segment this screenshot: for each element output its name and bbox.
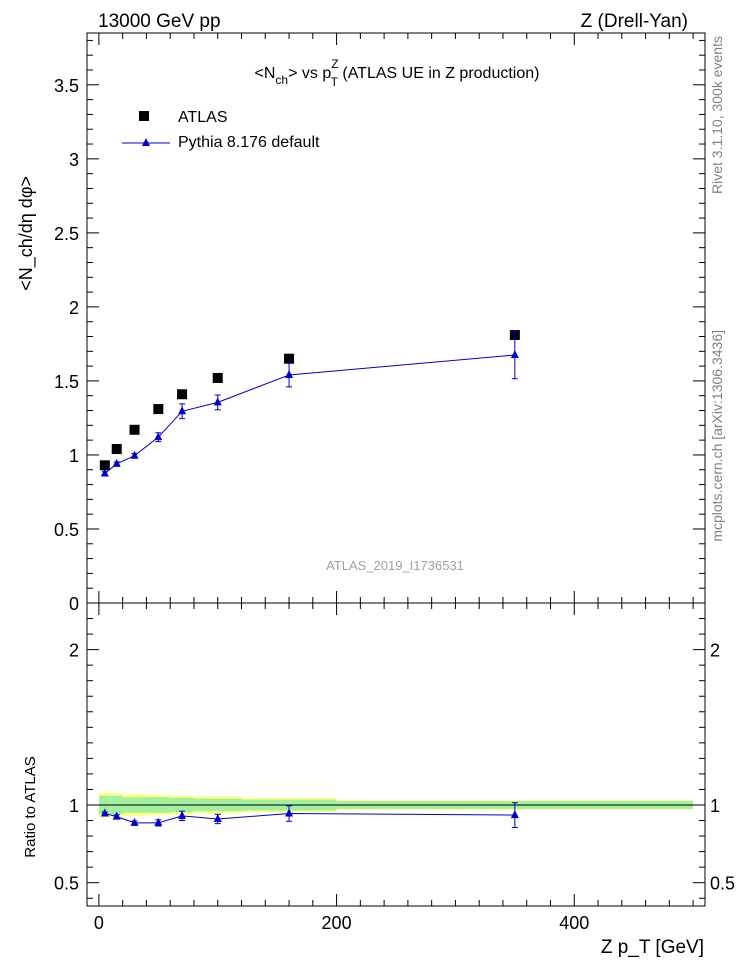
axis-ticks: 0 200 400 0 0.5 1 1.5 2 2.5 3 3.5 0.5 0.5 1 1 2 2	[54, 33, 735, 933]
y-tick-label: 3	[69, 150, 79, 170]
pythia-point	[130, 450, 139, 459]
atlas-point	[111, 444, 122, 455]
ratio-point	[112, 811, 121, 820]
analysis-watermark: ATLAS_2019_I1736531	[326, 558, 464, 573]
ratio-point	[213, 813, 222, 822]
rivet-label: Rivet 3.1.10, 300k events	[709, 36, 725, 194]
y-tick-label: 0.5	[54, 520, 79, 540]
mcplots-label: mcplots.cern.ch [arXiv:1306.3436]	[709, 330, 725, 542]
ylabel-main: <N_ch/dη dφ>	[16, 176, 37, 291]
ratio-tick-label-right: 0.5	[710, 874, 735, 894]
pythia-point	[178, 406, 187, 415]
y-tick-label: 0	[69, 594, 79, 614]
plot-title-mid: > vs p	[288, 65, 331, 82]
x-tick-label: 200	[322, 913, 352, 933]
pythia-point	[285, 370, 294, 378]
y-tick-label: 1.5	[54, 372, 79, 392]
y-tick-label: 2	[69, 298, 79, 318]
ratio-point	[510, 810, 519, 819]
ratio-point	[178, 810, 187, 819]
ratio-point	[130, 817, 139, 826]
x-tick-label: 0	[94, 913, 104, 933]
legend-atlas-label: ATLAS	[178, 109, 228, 126]
atlas-point	[153, 404, 164, 415]
frames	[86, 32, 706, 907]
ratio-tick-label: 1	[69, 796, 79, 816]
ratio-point	[285, 808, 294, 817]
ratio-tick-label: 0.5	[54, 874, 79, 894]
series-layer	[99, 330, 520, 829]
atlas-point	[129, 424, 140, 435]
ratio-point	[154, 817, 163, 826]
pythia-point	[100, 468, 109, 477]
pythia-line	[104, 354, 515, 474]
atlas-point	[212, 372, 223, 383]
ratio-point	[100, 808, 109, 817]
y-tick-label: 3.5	[54, 76, 79, 96]
plot-title-ch: ch	[275, 73, 288, 87]
atlas-point	[99, 460, 110, 471]
atlas-point	[284, 353, 295, 364]
plot-title-prefix: <N	[255, 65, 276, 82]
y-tick-label: 2.5	[54, 224, 79, 244]
plot-title-sub: T	[331, 75, 339, 89]
ylabel-ratio: Ratio to ATLAS	[22, 756, 39, 857]
pythia-point	[112, 458, 121, 467]
pythia-point	[510, 350, 519, 359]
pythia-point	[213, 397, 222, 406]
plot-title: <Nch> vs pZ T (ATLAS UE in Z production)	[255, 57, 540, 89]
ylabel-main-text: <N_ch/dη dφ>	[16, 176, 37, 291]
plot-title-sup: Z	[331, 57, 338, 71]
xlabel: Z p_T [GeV]	[601, 937, 704, 958]
ratio-tick-label-right: 1	[710, 796, 720, 816]
legend-pythia-label: Pythia 8.176 default	[178, 134, 320, 151]
legend-pythia-marker	[142, 138, 150, 146]
process-label: Z (Drell-Yan)	[581, 11, 688, 32]
ratio-frame	[86, 602, 706, 907]
ratio-bands	[98, 792, 694, 818]
pythia-point	[154, 432, 163, 441]
ratio-tick-label: 2	[69, 641, 79, 661]
energy-label: 13000 GeV pp	[98, 11, 221, 32]
x-tick-label: 400	[559, 913, 589, 933]
ratio-tick-label-right: 2	[710, 641, 720, 661]
legend-atlas-marker	[139, 111, 149, 121]
atlas-point	[177, 389, 188, 400]
y-tick-label: 1	[69, 446, 79, 466]
plot-title-rest: (ATLAS UE in Z production)	[338, 65, 540, 82]
